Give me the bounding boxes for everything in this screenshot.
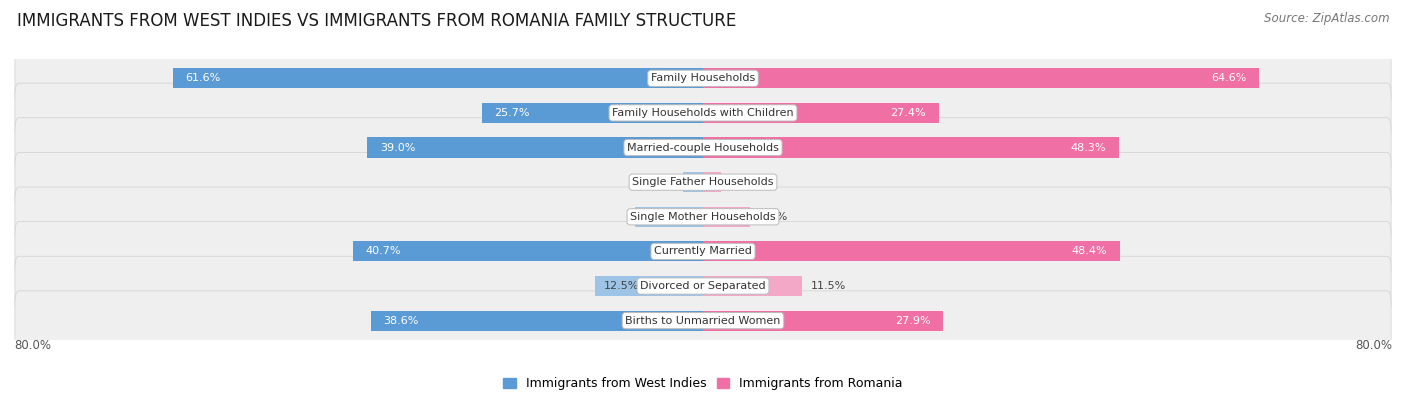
Text: 38.6%: 38.6% [384, 316, 419, 325]
Bar [703, 172, 721, 192]
Bar [636, 207, 703, 227]
Bar [595, 276, 703, 296]
Bar [173, 68, 703, 88]
Bar [683, 172, 703, 192]
Text: 61.6%: 61.6% [186, 73, 221, 83]
Text: Source: ZipAtlas.com: Source: ZipAtlas.com [1264, 12, 1389, 25]
Bar [703, 103, 939, 123]
Text: 2.1%: 2.1% [730, 177, 758, 187]
Bar [703, 207, 751, 227]
Bar [703, 310, 943, 331]
Text: 39.0%: 39.0% [380, 143, 415, 152]
Bar [367, 137, 703, 158]
FancyBboxPatch shape [15, 83, 1391, 143]
Text: 64.6%: 64.6% [1211, 73, 1246, 83]
Text: 48.4%: 48.4% [1071, 246, 1107, 256]
Text: 2.3%: 2.3% [692, 177, 720, 187]
Text: Births to Unmarried Women: Births to Unmarried Women [626, 316, 780, 325]
Text: 27.9%: 27.9% [894, 316, 931, 325]
Text: Single Father Households: Single Father Households [633, 177, 773, 187]
Bar [703, 276, 801, 296]
FancyBboxPatch shape [15, 222, 1391, 281]
Text: 5.5%: 5.5% [759, 212, 787, 222]
FancyBboxPatch shape [15, 118, 1391, 177]
Text: 7.9%: 7.9% [644, 212, 672, 222]
FancyBboxPatch shape [15, 291, 1391, 350]
Text: 80.0%: 80.0% [1355, 339, 1392, 352]
Text: 48.3%: 48.3% [1070, 143, 1107, 152]
Text: 25.7%: 25.7% [495, 108, 530, 118]
FancyBboxPatch shape [15, 256, 1391, 316]
Text: Married-couple Households: Married-couple Households [627, 143, 779, 152]
Text: Divorced or Separated: Divorced or Separated [640, 281, 766, 291]
Bar [371, 310, 703, 331]
Legend: Immigrants from West Indies, Immigrants from Romania: Immigrants from West Indies, Immigrants … [499, 372, 907, 395]
Text: Family Households with Children: Family Households with Children [612, 108, 794, 118]
Text: Single Mother Households: Single Mother Households [630, 212, 776, 222]
Text: 11.5%: 11.5% [811, 281, 846, 291]
FancyBboxPatch shape [15, 187, 1391, 246]
Bar [353, 241, 703, 261]
Bar [703, 68, 1260, 88]
Bar [482, 103, 703, 123]
Text: Currently Married: Currently Married [654, 246, 752, 256]
Text: IMMIGRANTS FROM WEST INDIES VS IMMIGRANTS FROM ROMANIA FAMILY STRUCTURE: IMMIGRANTS FROM WEST INDIES VS IMMIGRANT… [17, 12, 737, 30]
Text: Family Households: Family Households [651, 73, 755, 83]
FancyBboxPatch shape [15, 152, 1391, 212]
Text: 12.5%: 12.5% [605, 281, 640, 291]
Text: 27.4%: 27.4% [890, 108, 927, 118]
Bar [703, 137, 1119, 158]
Text: 40.7%: 40.7% [366, 246, 401, 256]
FancyBboxPatch shape [15, 49, 1391, 108]
Text: 80.0%: 80.0% [14, 339, 51, 352]
Bar [703, 241, 1119, 261]
